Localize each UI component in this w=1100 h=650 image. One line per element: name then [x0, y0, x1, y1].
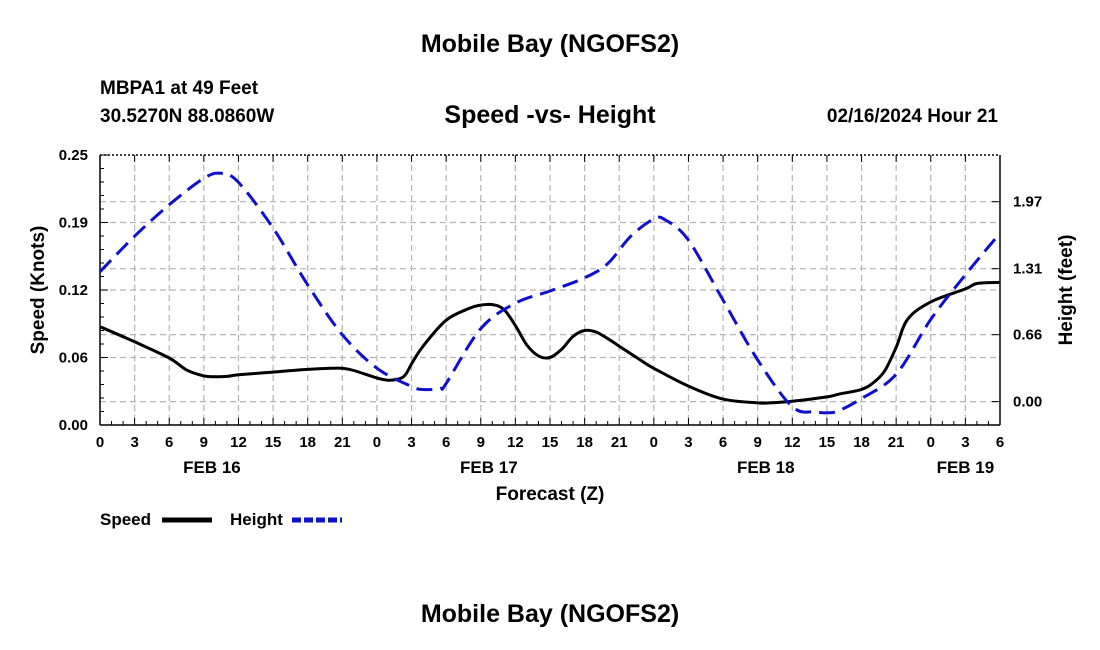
- x-tick-label: 6: [442, 434, 450, 451]
- x-tick-label: 18: [299, 434, 316, 451]
- date-label: FEB 18: [737, 458, 795, 477]
- x-tick-label: 0: [927, 434, 935, 451]
- grid-lines: [100, 155, 1000, 425]
- y-left-tick-label: 0.25: [59, 147, 88, 164]
- series-line-height: [98, 171, 1002, 415]
- bottom-chart-title: Mobile Bay (NGOFS2): [420, 600, 680, 628]
- x-tick-label: 15: [542, 434, 559, 451]
- y-right-tick-label: 1.97: [1013, 194, 1042, 211]
- x-tick-label: 3: [961, 434, 969, 451]
- x-tick-label: 3: [684, 434, 692, 451]
- datetime-label: 02/16/2024 Hour 21: [826, 106, 998, 127]
- x-tick-label: 6: [996, 434, 1004, 451]
- x-tick-label: 12: [784, 434, 801, 451]
- y-right-tick-label: 1.31: [1013, 261, 1042, 278]
- x-tick-label: 18: [576, 434, 593, 451]
- y-left-axis-title: Speed (Knots): [28, 226, 49, 355]
- chart-subtitle: Speed -vs- Height: [444, 101, 656, 129]
- x-tick-label: 12: [507, 434, 524, 451]
- x-tick-label: 6: [719, 434, 727, 451]
- y-left-tick-label: 0.00: [59, 417, 88, 434]
- x-tick-label: 0: [373, 434, 381, 451]
- x-tick-label: 3: [130, 434, 138, 451]
- axis-labels: 0 3 6 9 12 15 18 21 0 3 6 9 12 15 18 21 0 3 6 9 12 15 18 21 0 3 6F…: [28, 147, 1077, 505]
- y-left-tick-label: 0.19: [59, 215, 88, 232]
- x-tick-label: 9: [477, 434, 485, 451]
- series-layer: [98, 171, 1002, 415]
- date-label: FEB 16: [183, 458, 241, 477]
- x-tick-label: 18: [853, 434, 870, 451]
- y-right-axis-title: Height (feet): [1056, 235, 1077, 346]
- y-left-tick-label: 0.12: [59, 282, 88, 299]
- x-tick-label: 9: [200, 434, 208, 451]
- coordinates-label: 30.5270N 88.0860W: [100, 106, 275, 127]
- x-tick-label: 0: [96, 434, 104, 451]
- x-tick-label: 21: [611, 434, 628, 451]
- y-right-tick-label: 0.66: [1013, 327, 1042, 344]
- series-line-speed: [99, 280, 1001, 405]
- date-label: FEB 17: [460, 458, 518, 477]
- y-right-tick-label: 0.00: [1013, 394, 1042, 411]
- axes: [99, 154, 1001, 426]
- x-tick-label: 21: [888, 434, 905, 451]
- legend-speed-label: Speed: [100, 510, 152, 529]
- x-axis-title: Forecast (Z): [496, 484, 605, 505]
- x-tick-label: 0: [650, 434, 658, 451]
- legend-height-label: Height: [230, 510, 283, 529]
- x-tick-label: 6: [165, 434, 173, 451]
- y-left-tick-label: 0.06: [59, 350, 88, 367]
- x-tick-label: 21: [334, 434, 351, 451]
- x-tick-label: 15: [265, 434, 282, 451]
- x-tick-label: 3: [407, 434, 415, 451]
- x-tick-label: 15: [819, 434, 836, 451]
- x-tick-label: 12: [230, 434, 247, 451]
- station-label: MBPA1 at 49 Feet: [100, 78, 259, 99]
- chart-title: Mobile Bay (NGOFS2): [420, 30, 680, 58]
- x-tick-label: 9: [754, 434, 762, 451]
- date-label: FEB 19: [937, 458, 995, 477]
